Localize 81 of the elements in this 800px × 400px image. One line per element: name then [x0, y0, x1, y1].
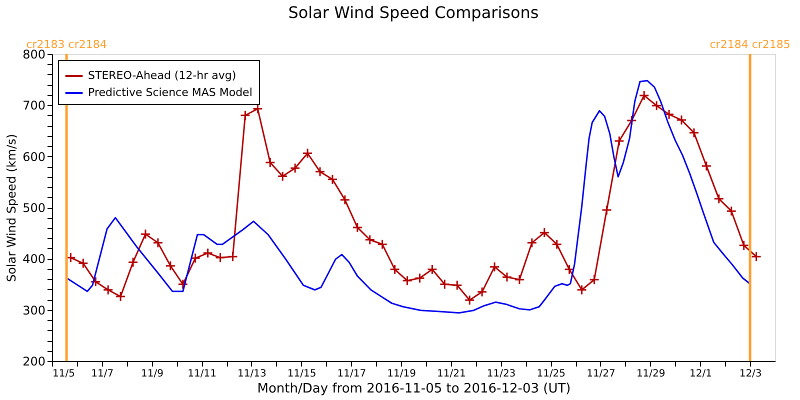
point	[502, 272, 512, 282]
point	[552, 239, 562, 250]
y-tick-label: 500	[22, 201, 46, 215]
x-tick-label: 11/9	[140, 368, 164, 380]
point	[489, 262, 500, 272]
y-tick-label: 300	[22, 303, 46, 318]
x-tick-label: 11/11	[188, 368, 216, 380]
point	[215, 252, 226, 263]
point	[676, 114, 687, 126]
point	[327, 174, 338, 185]
point	[178, 279, 188, 290]
point	[78, 258, 88, 268]
point	[90, 276, 101, 287]
x-tick-label: 11/27	[586, 368, 616, 380]
x-tick-label: 11/23	[486, 368, 516, 380]
point	[240, 110, 250, 121]
point	[190, 252, 201, 264]
x-tick-label: 11/25	[536, 368, 566, 380]
point	[514, 274, 525, 285]
point	[390, 264, 400, 275]
y-tick-label: 700	[22, 98, 46, 113]
x-tick-label: 11/13	[238, 368, 266, 380]
x-tick-label: 11/29	[636, 368, 666, 380]
ref-line-label: cr2184 cr2185	[710, 38, 790, 51]
y-tick-label: 400	[22, 252, 46, 266]
point	[452, 280, 462, 290]
point	[464, 294, 475, 306]
x-tick-label: 12/1	[689, 368, 712, 380]
point	[539, 227, 550, 238]
point	[314, 166, 326, 177]
point	[738, 240, 750, 251]
y-tick-label: 600	[22, 150, 46, 164]
x-tick-label: 11/19	[387, 368, 416, 380]
point	[290, 162, 300, 174]
x-tick-label: 11/17	[337, 368, 366, 380]
point	[128, 257, 138, 268]
x-tick-label: 11/5	[52, 368, 75, 380]
point	[614, 136, 624, 146]
point	[476, 286, 488, 298]
point	[626, 115, 637, 126]
point	[651, 100, 662, 111]
point	[688, 128, 700, 138]
point	[364, 234, 376, 245]
point	[402, 275, 412, 286]
y-axis-title: Solar Wind Speed (km/s)	[4, 134, 19, 282]
point	[302, 148, 313, 158]
x-tick-label: 11/7	[91, 368, 114, 380]
point	[340, 194, 350, 206]
point	[726, 206, 737, 216]
point	[228, 251, 238, 262]
x-tick-label: 11/15	[287, 368, 316, 380]
point	[252, 104, 263, 114]
point	[601, 204, 612, 216]
point	[638, 90, 650, 101]
point	[426, 264, 438, 275]
point	[115, 291, 126, 302]
point	[526, 238, 538, 248]
x-tick-label: 12/3	[739, 368, 762, 380]
point	[140, 228, 151, 240]
chart-title: Solar Wind Speed Comparisons	[288, 3, 539, 22]
point	[664, 109, 674, 120]
point	[576, 284, 588, 296]
point	[414, 272, 425, 284]
point	[102, 284, 114, 296]
point	[439, 279, 450, 290]
point	[264, 157, 276, 168]
point	[701, 160, 712, 172]
point	[714, 194, 724, 204]
legend-label: Predictive Science MAS Model	[88, 86, 252, 99]
x-axis-title: Month/Day from 2016-11-05 to 2016-12-03 (UT)	[257, 382, 571, 396]
point	[165, 260, 176, 272]
point	[377, 239, 388, 250]
point	[152, 238, 164, 248]
x-tick-label: 11/21	[436, 368, 466, 380]
point	[277, 171, 288, 182]
y-tick-label: 200	[22, 354, 46, 368]
point	[352, 222, 363, 233]
legend-label: STEREO-Ahead (12-hr avg)	[88, 69, 236, 82]
point	[202, 248, 214, 258]
point	[751, 251, 762, 262]
point	[589, 274, 600, 285]
